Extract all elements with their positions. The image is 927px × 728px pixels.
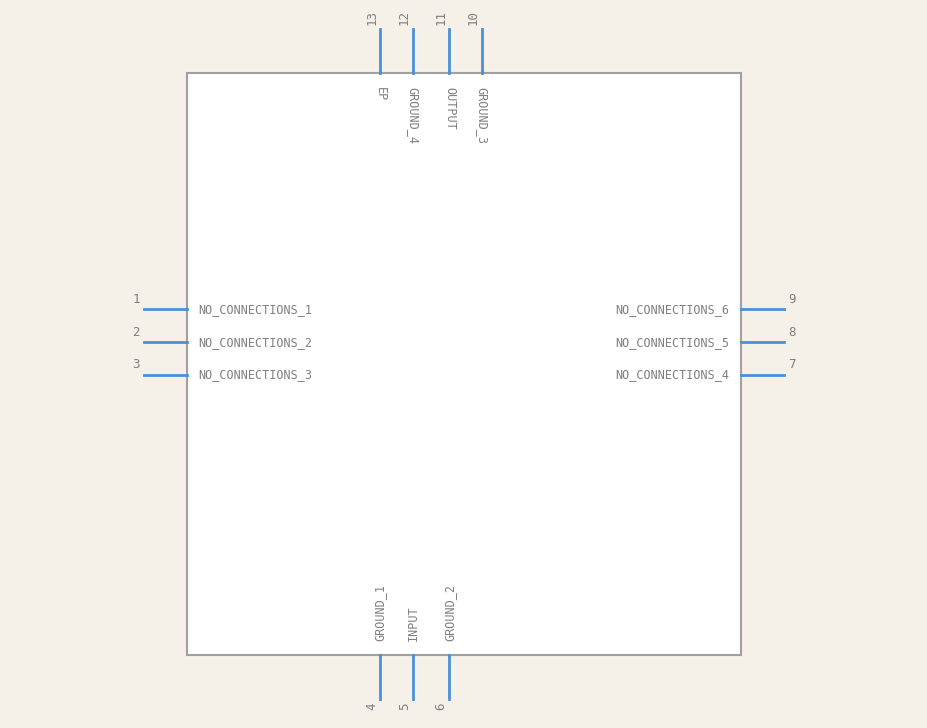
Text: GROUND_4: GROUND_4	[406, 87, 419, 144]
Text: NO_CONNECTIONS_3: NO_CONNECTIONS_3	[198, 368, 312, 381]
Text: 13: 13	[364, 10, 377, 25]
Text: NO_CONNECTIONS_1: NO_CONNECTIONS_1	[198, 303, 312, 316]
Text: GROUND_2: GROUND_2	[442, 584, 455, 641]
Text: 5: 5	[398, 703, 411, 710]
Text: 12: 12	[398, 10, 411, 25]
Text: NO_CONNECTIONS_6: NO_CONNECTIONS_6	[615, 303, 729, 316]
Text: GROUND_1: GROUND_1	[374, 584, 387, 641]
Text: NO_CONNECTIONS_5: NO_CONNECTIONS_5	[615, 336, 729, 349]
Text: 7: 7	[787, 358, 794, 371]
Text: INPUT: INPUT	[406, 605, 419, 641]
Text: GROUND_3: GROUND_3	[476, 87, 489, 144]
Text: OUTPUT: OUTPUT	[442, 87, 455, 130]
Text: 10: 10	[466, 10, 479, 25]
Text: EP: EP	[374, 87, 387, 102]
Text: NO_CONNECTIONS_4: NO_CONNECTIONS_4	[615, 368, 729, 381]
Text: 2: 2	[133, 325, 140, 339]
Text: 8: 8	[787, 325, 794, 339]
FancyBboxPatch shape	[187, 73, 740, 655]
Text: 3: 3	[133, 358, 140, 371]
Text: 4: 4	[364, 703, 377, 710]
Text: NO_CONNECTIONS_2: NO_CONNECTIONS_2	[198, 336, 312, 349]
Text: 6: 6	[434, 703, 447, 710]
Text: 11: 11	[434, 10, 447, 25]
Text: 9: 9	[787, 293, 794, 306]
Text: 1: 1	[133, 293, 140, 306]
